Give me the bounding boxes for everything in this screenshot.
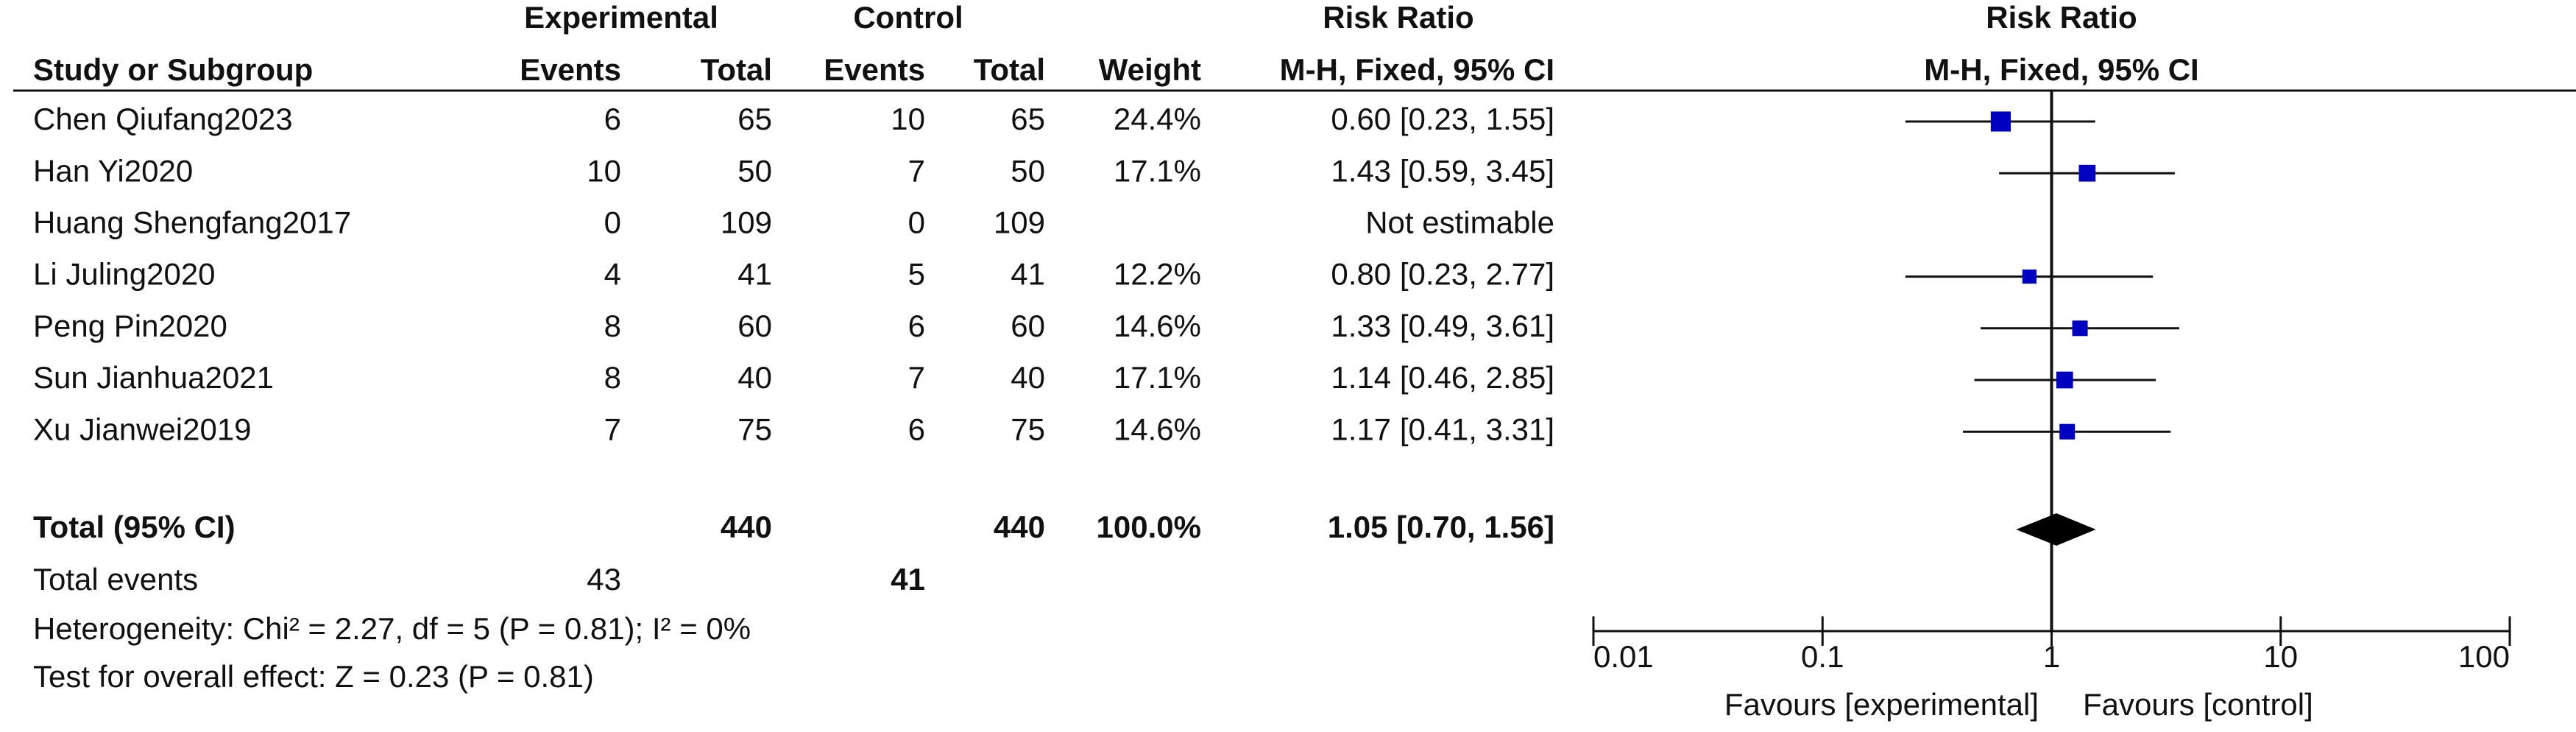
study-name: Chen Qiufang2023 bbox=[33, 102, 293, 136]
x-tick-label: 10 bbox=[2263, 639, 2298, 674]
cell: 4 bbox=[604, 257, 621, 292]
cell: 65 bbox=[1011, 102, 1045, 136]
overall-effect: Test for overall effect: Z = 0.23 (P = 0… bbox=[33, 659, 594, 694]
cell: 60 bbox=[1011, 309, 1045, 343]
favours-right: Favours [control] bbox=[2083, 687, 2313, 722]
group-header: Risk Ratio bbox=[1323, 0, 1473, 35]
study-name: Sun Jianhua2021 bbox=[33, 360, 274, 395]
cell: 109 bbox=[994, 205, 1045, 239]
cell: 12.2% bbox=[1114, 257, 1201, 292]
effect-square bbox=[1990, 111, 2011, 132]
cell: 6 bbox=[604, 102, 621, 136]
total-cell: 440 bbox=[721, 510, 772, 544]
total-cell: 440 bbox=[994, 510, 1045, 544]
x-tick-label: 0.01 bbox=[1593, 639, 1654, 674]
cell: 50 bbox=[737, 153, 772, 188]
study-name: Huang Shengfang2017 bbox=[33, 205, 351, 239]
cell: 75 bbox=[1011, 412, 1045, 446]
cell: 1.14 [0.46, 2.85] bbox=[1331, 360, 1554, 395]
heterogeneity: Heterogeneity: Chi² = 2.27, df = 5 (P = … bbox=[33, 611, 751, 646]
cell: 7 bbox=[604, 412, 621, 446]
total-events: 41 bbox=[891, 562, 925, 596]
cell: 60 bbox=[737, 309, 772, 343]
total-events-label: Total events bbox=[33, 562, 198, 596]
total-cell: 1.05 [0.70, 1.56] bbox=[1328, 510, 1554, 544]
cell: 17.1% bbox=[1114, 153, 1201, 188]
x-tick-label: 0.1 bbox=[1801, 639, 1844, 674]
favours-left: Favours [experimental] bbox=[1724, 687, 2039, 722]
plot-subtitle: M-H, Fixed, 95% CI bbox=[1924, 52, 2198, 87]
cell: 40 bbox=[737, 360, 772, 395]
total-diamond bbox=[2016, 513, 2096, 546]
study-name: Han Yi2020 bbox=[33, 153, 193, 188]
effect-square bbox=[2059, 423, 2076, 440]
cell: 8 bbox=[604, 309, 621, 343]
group-header: Experimental bbox=[524, 0, 718, 35]
cell: 50 bbox=[1011, 153, 1045, 188]
plot-title: Risk Ratio bbox=[1986, 0, 2137, 35]
cell: 65 bbox=[737, 102, 772, 136]
cell: 7 bbox=[908, 360, 925, 395]
total-cell: 100.0% bbox=[1097, 510, 1201, 544]
cell: 0.60 [0.23, 1.55] bbox=[1331, 102, 1554, 136]
cell: 1.17 [0.41, 3.31] bbox=[1331, 412, 1554, 446]
cell: 0 bbox=[604, 205, 621, 239]
cell: 41 bbox=[1011, 257, 1045, 292]
cell: 75 bbox=[737, 412, 772, 446]
cell: 24.4% bbox=[1114, 102, 1201, 136]
total-name: Total (95% CI) bbox=[33, 510, 236, 544]
column-header: Total bbox=[974, 52, 1045, 87]
effect-square bbox=[2072, 320, 2088, 337]
column-header: M-H, Fixed, 95% CI bbox=[1280, 52, 1554, 87]
effect-square bbox=[2056, 371, 2073, 389]
effect-square bbox=[2078, 164, 2096, 182]
cell: 109 bbox=[721, 205, 772, 239]
cell: 7 bbox=[908, 153, 925, 188]
cell: 10 bbox=[587, 153, 621, 188]
effect-square bbox=[2022, 269, 2037, 284]
cell: 0.80 [0.23, 2.77] bbox=[1331, 257, 1554, 292]
study-name: Peng Pin2020 bbox=[33, 309, 227, 343]
study-name: Xu Jianwei2019 bbox=[33, 412, 252, 446]
cell: 14.6% bbox=[1114, 412, 1201, 446]
cell: Not estimable bbox=[1365, 205, 1554, 239]
cell: 14.6% bbox=[1114, 309, 1201, 343]
column-header: Weight bbox=[1099, 52, 1201, 87]
total-events: 43 bbox=[587, 562, 621, 596]
cell: 41 bbox=[737, 257, 772, 292]
cell: 5 bbox=[908, 257, 925, 292]
cell: 1.33 [0.49, 3.61] bbox=[1331, 309, 1554, 343]
cell: 17.1% bbox=[1114, 360, 1201, 395]
cell: 0 bbox=[908, 205, 925, 239]
cell: 8 bbox=[604, 360, 621, 395]
cell: 40 bbox=[1011, 360, 1045, 395]
cell: 10 bbox=[891, 102, 925, 136]
column-header: Events bbox=[520, 52, 621, 87]
column-header: Study or Subgroup bbox=[33, 52, 313, 87]
column-header: Total bbox=[701, 52, 772, 87]
cell: 1.43 [0.59, 3.45] bbox=[1331, 153, 1554, 188]
column-header: Events bbox=[824, 52, 925, 87]
study-name: Li Juling2020 bbox=[33, 257, 216, 292]
x-tick-label: 1 bbox=[2043, 639, 2060, 674]
x-tick-label: 100 bbox=[2458, 639, 2510, 674]
group-header: Control bbox=[853, 0, 963, 35]
cell: 6 bbox=[908, 412, 925, 446]
cell: 6 bbox=[908, 309, 925, 343]
